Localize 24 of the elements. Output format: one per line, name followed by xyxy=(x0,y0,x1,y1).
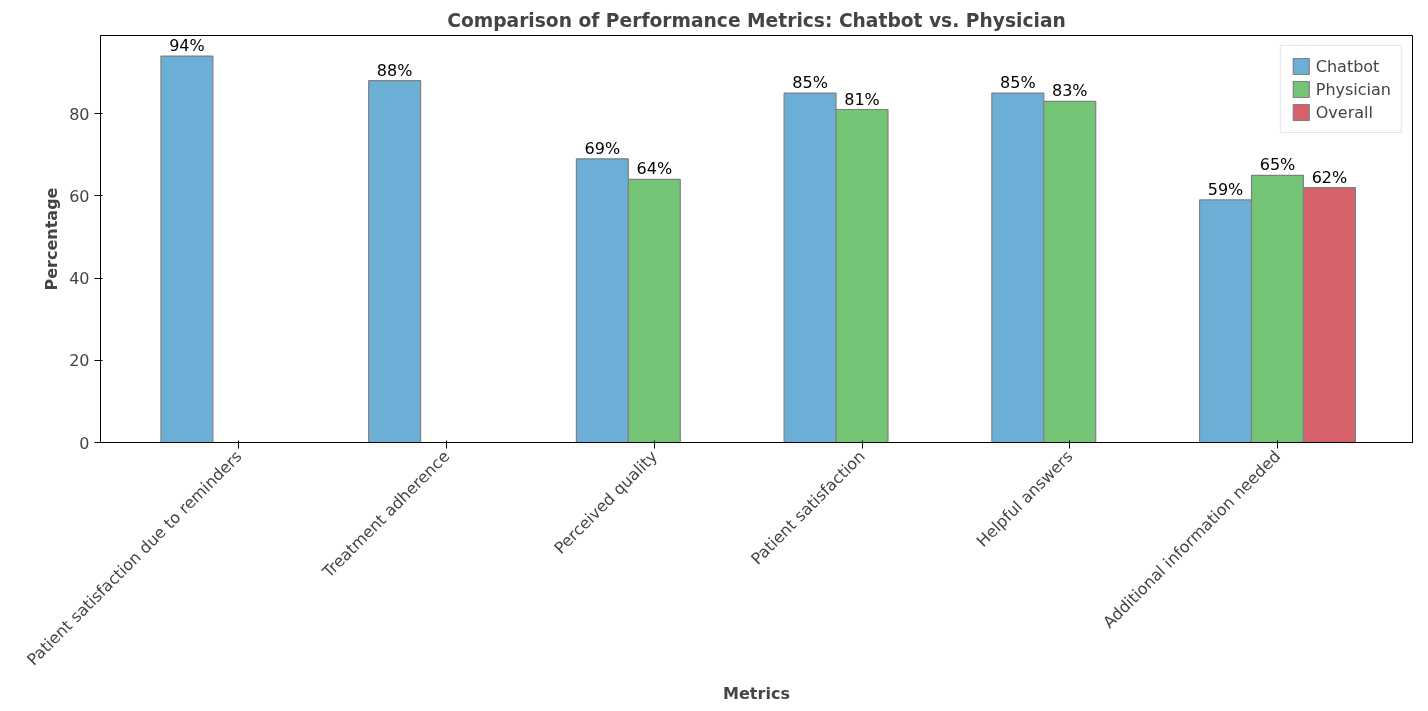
bar xyxy=(160,55,214,443)
data-label: 81% xyxy=(844,89,880,109)
data-label: 83% xyxy=(1051,81,1088,101)
data-label: 85% xyxy=(792,73,828,93)
x-axis-title: Metrics xyxy=(723,683,790,703)
bar xyxy=(368,80,422,443)
y-tick-label: 80 xyxy=(69,104,90,124)
data-label: 65% xyxy=(1259,155,1296,175)
legend-label: Chatbot xyxy=(1315,56,1380,76)
y-tick-label: 0 xyxy=(79,433,90,453)
data-label: 62% xyxy=(1311,167,1348,187)
data-label: 88% xyxy=(376,60,413,80)
data-label: 94% xyxy=(169,36,205,56)
y-tick-label: 20 xyxy=(69,351,90,371)
y-tick-label: 60 xyxy=(69,186,90,206)
y-axis-title: Percentage xyxy=(42,187,62,291)
legend-label: Physician xyxy=(1315,79,1391,99)
y-tick-label: 40 xyxy=(69,269,90,289)
data-label: 64% xyxy=(636,159,673,179)
chart-title: Comparison of Performance Metrics: Chatbot vs. Physician xyxy=(447,9,1066,31)
data-label: 69% xyxy=(584,138,621,158)
data-label: 85% xyxy=(1000,73,1036,93)
legend-label: Overall xyxy=(1315,102,1373,122)
data-label: 59% xyxy=(1207,179,1244,199)
